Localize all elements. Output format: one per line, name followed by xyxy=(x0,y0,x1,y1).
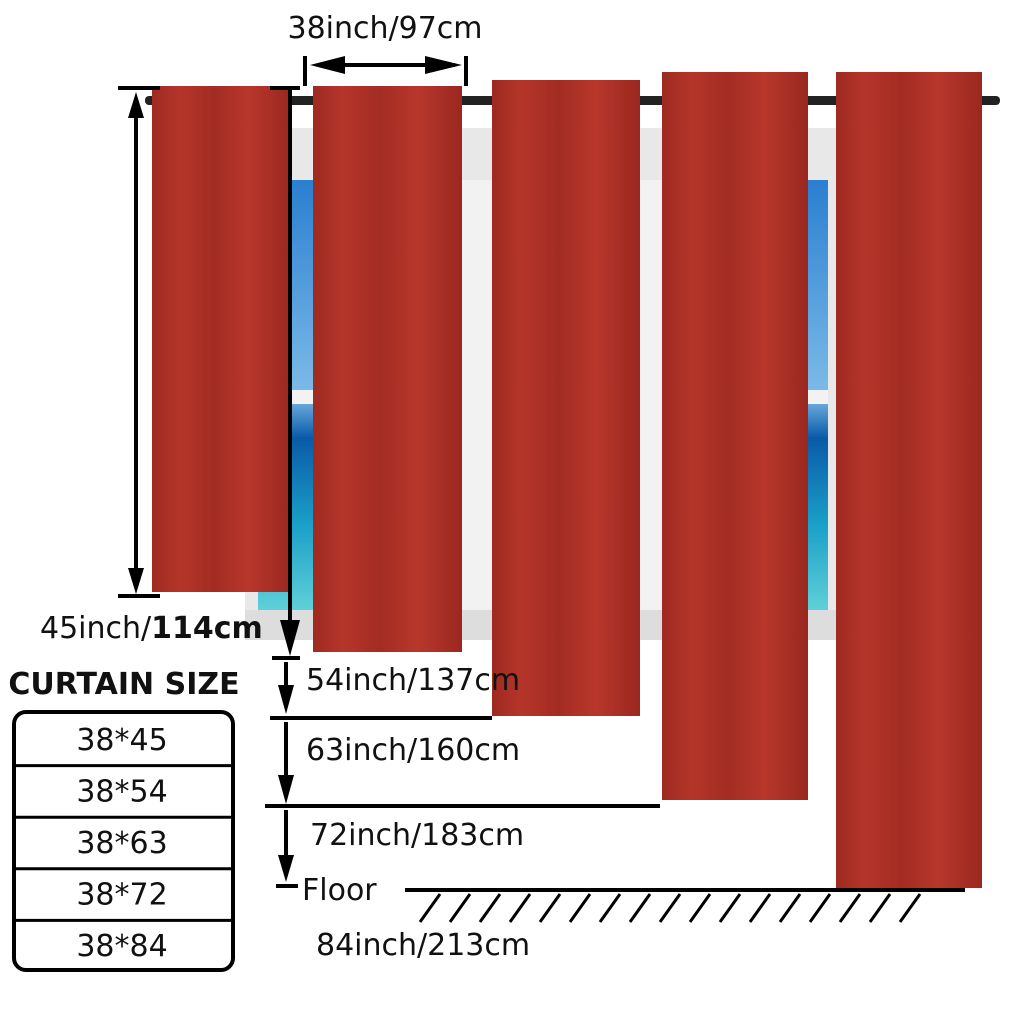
length-label-part: 45inch/ xyxy=(40,611,152,646)
length-label: 54inch/137cm xyxy=(306,663,520,698)
dimension-arrows-part xyxy=(128,568,144,594)
size-table: 38*45 38*54 38*63 38*72 38*84 xyxy=(12,710,235,972)
width-label: 38inch/97cm xyxy=(287,11,482,46)
dimension-arrows-part xyxy=(418,893,922,923)
curtains-part xyxy=(662,72,808,800)
length-label-part: 114cm xyxy=(151,611,263,646)
curtains xyxy=(152,72,982,888)
table-cell: 38*54 xyxy=(76,774,167,809)
dimension-arrows xyxy=(118,56,965,923)
table-cell: 38*63 xyxy=(76,826,167,861)
length-label: 45inch/114cm xyxy=(40,611,263,646)
table-cell: 38*84 xyxy=(76,929,167,964)
table-cell: 38*45 xyxy=(76,723,167,758)
dimension-arrows-part xyxy=(128,92,144,118)
curtains-part xyxy=(313,86,462,652)
dimension-arrows-part xyxy=(278,685,294,714)
size-table-part xyxy=(12,710,235,972)
curtains-part xyxy=(152,86,290,592)
curtains-part xyxy=(836,72,982,888)
dimension-arrows-part xyxy=(278,775,294,804)
length-label: 72inch/183cm xyxy=(310,818,524,853)
dimension-arrows-part xyxy=(425,56,462,74)
dimension-arrows-part xyxy=(280,620,300,656)
table-title: CURTAIN SIZE xyxy=(8,667,239,702)
length-label: 63inch/160cm xyxy=(306,733,520,768)
dimension-arrows-part xyxy=(278,855,294,882)
dimension-arrows-part xyxy=(310,56,345,74)
length-label: 84inch/213cm xyxy=(316,928,530,963)
table-cell: 38*72 xyxy=(76,878,167,913)
curtains-part xyxy=(492,80,640,716)
floor-label: Floor xyxy=(302,873,377,908)
